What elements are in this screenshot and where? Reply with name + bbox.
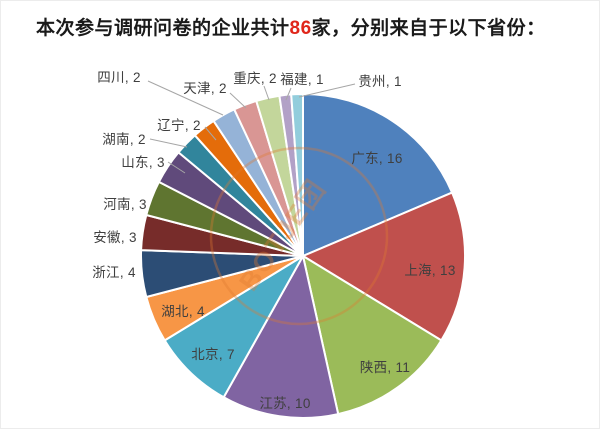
pie-label-hubei: 湖北, 4 [161,304,205,319]
pie-label-jiangsu: 江苏, 10 [259,396,311,411]
pie-label-fujian: 福建, 1 [280,72,324,87]
pie-slice-shaanxi [302,255,443,416]
pie-label-guangdong: 广东, 16 [351,151,403,166]
pie-slice-shanghai [302,191,466,342]
pie-slices [140,92,466,419]
leader-line-fujian [285,87,292,101]
leader-line-chongqing [263,85,270,101]
pie-slice-jiangsu [222,255,340,419]
title-prefix: 本次参与调研问卷的企业共计 [36,18,290,39]
leader-line-sichuan [147,80,224,116]
pie-label-shaanxi: 陕西, 11 [359,360,411,375]
leader-line-liaoning [204,126,217,141]
pie-label-hunan: 湖南, 2 [102,132,146,147]
chart-title: 本次参与调研问卷的企业共计86家，分别来自于以下省份： [36,13,596,40]
leader-line-hunan [149,138,188,148]
watermark-stamp-circle [209,146,389,326]
pie-label-guizhou: 贵州, 1 [358,74,402,89]
title-suffix: 家，分别来自于以下省份： [311,18,546,39]
leader-line-shandong [167,161,186,174]
pie-label-sichuan: 四川, 2 [97,70,141,85]
leader-line-tianjin [229,92,247,109]
pie-label-shandong: 山东, 3 [121,155,165,170]
pie-label-anhui: 安徽, 3 [93,230,137,245]
leader-lines [147,80,356,174]
pie-label-zhejiang: 浙江, 4 [92,265,136,280]
pie-label-chongqing: 重庆, 2 [233,71,277,86]
pie-label-liaoning: 辽宁, 2 [157,118,201,133]
pie-label-henan: 河南, 3 [103,197,147,212]
pie-label-tianjin: 天津, 2 [183,81,227,96]
pie-slice-guangdong [302,93,454,257]
pie-label-beijing: 北京, 7 [191,347,235,362]
title-company-count: 86 [289,18,312,39]
pie-slice-guizhou [290,92,304,257]
pie-label-shanghai: 上海, 13 [404,263,456,278]
leader-line-guizhou [298,83,356,98]
